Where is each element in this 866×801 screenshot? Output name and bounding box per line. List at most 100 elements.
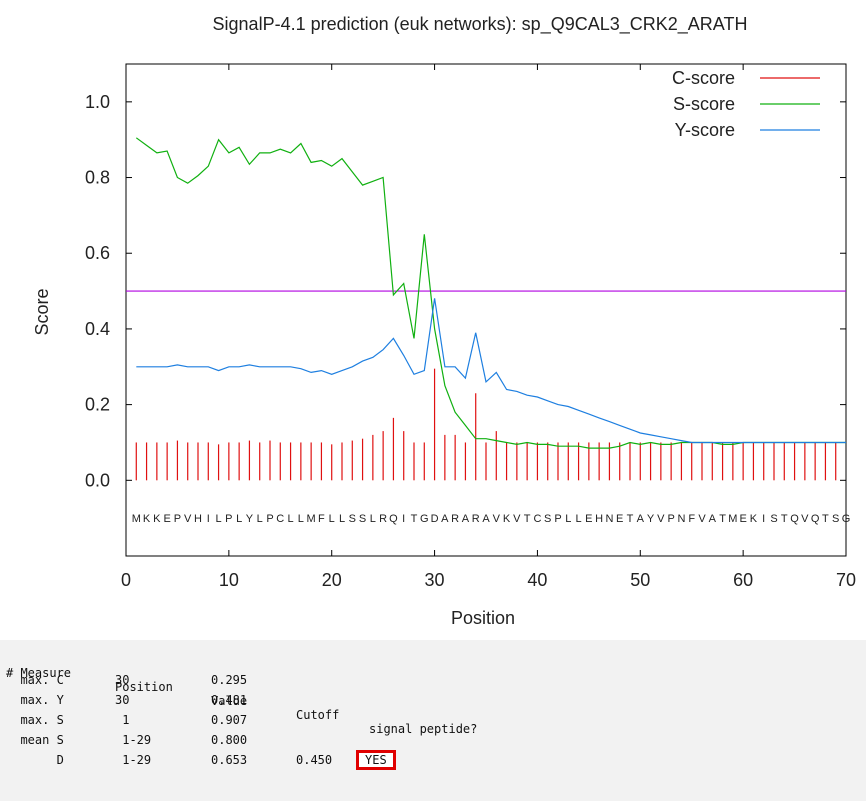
cell-position: 1 [115, 713, 130, 727]
sequence-letter: L [576, 513, 582, 525]
signalp-plot: SignalP-4.1 prediction (euk networks): s… [32, 14, 856, 628]
sequence-letter: L [298, 513, 304, 525]
x-axis-label: Position [451, 608, 515, 628]
sequence-letter: C [533, 513, 541, 525]
sequence-letter: M [307, 513, 316, 525]
sequence-letter: I [207, 513, 210, 525]
sequence-letter: L [329, 513, 335, 525]
s-score-line [135, 137, 846, 449]
cell-position: 30 [115, 673, 130, 687]
results-header: # Measure Position Value Cutoff signal p… [6, 652, 477, 736]
sequence-letter: S [770, 513, 777, 525]
cell-cutoff: 0.450 [296, 753, 333, 767]
x-tick-label: 30 [425, 570, 445, 590]
sequence-letter: P [225, 513, 232, 525]
sequence-letter: Q [389, 513, 398, 525]
header-cutoff: Cutoff [296, 708, 340, 722]
sequence-letter: L [236, 513, 242, 525]
y-tick-label: 0.4 [85, 319, 110, 339]
sequence-letter: Q [811, 513, 820, 525]
x-tick-label: 70 [836, 570, 856, 590]
cell-measure: max. S [6, 713, 64, 727]
sequence-letter: T [781, 513, 788, 525]
cell-measure: max. Y [6, 693, 64, 707]
sequence-letter: P [174, 513, 181, 525]
sequence-letter: R [451, 513, 459, 525]
sequence-letter: M [728, 513, 737, 525]
sequence-letter: D [431, 513, 439, 525]
sequence-letter: P [554, 513, 561, 525]
sequence-letter: N [605, 513, 613, 525]
sequence-letter: S [544, 513, 551, 525]
chart-svg: SignalP-4.1 prediction (euk networks): s… [32, 14, 856, 628]
sequence-letter: E [739, 513, 746, 525]
sequence-letter: L [339, 513, 345, 525]
sequence-letter: T [411, 513, 418, 525]
sequence-letter: E [163, 513, 170, 525]
sequence-letter: L [565, 513, 571, 525]
sequence-letter: A [462, 513, 470, 525]
signal-peptide-result: YES [356, 750, 396, 770]
sequence-letter: E [616, 513, 623, 525]
sequence-letter: S [832, 513, 839, 525]
sequence-letter: Y [647, 513, 655, 525]
sequence-letter: A [441, 513, 449, 525]
cell-position: 30 [115, 693, 130, 707]
sequence-letter: K [750, 513, 758, 525]
y-tick-label: 0.6 [85, 243, 110, 263]
sequence-letter: V [657, 513, 665, 525]
header-signal: signal peptide? [369, 722, 478, 736]
chart-title: SignalP-4.1 prediction (euk networks): s… [213, 14, 748, 35]
header-measure: # Measure [6, 666, 72, 680]
sequence-letter: A [482, 513, 490, 525]
sequence-letter: R [379, 513, 387, 525]
sequence-letter: S [349, 513, 356, 525]
x-tick-label: 20 [322, 570, 342, 590]
sequence-letter: L [257, 513, 263, 525]
plot-frame [125, 63, 847, 557]
sequence-letter: I [762, 513, 765, 525]
cell-value: 0.907 [211, 713, 248, 727]
sequence-letter: H [595, 513, 603, 525]
sequence-letter: K [153, 513, 161, 525]
sequence-letter: G [420, 513, 429, 525]
cell-value: 0.800 [211, 733, 248, 747]
sequence-letter: R [472, 513, 480, 525]
axis-ticks: 0 10 20 30 40 50 60 70 0.0 0.2 0.4 0.6 0.8 1.0 [85, 64, 856, 590]
x-tick-label: 60 [733, 570, 753, 590]
cell-measure: mean S [6, 733, 64, 747]
sequence-letter: V [513, 513, 521, 525]
cell-position: 1-29 [115, 753, 152, 767]
sequence-letter: F [688, 513, 695, 525]
y-tick-label: 0.2 [85, 395, 110, 415]
sequence-letter: N [677, 513, 685, 525]
cell-measure: max. C [6, 673, 64, 687]
sequence-letter: Q [790, 513, 799, 525]
sequence-letter: T [524, 513, 531, 525]
x-tick-label: 10 [219, 570, 239, 590]
cell-position: 1-29 [115, 733, 152, 747]
sequence-letter: P [667, 513, 674, 525]
sequence-letter: G [842, 513, 851, 525]
score-lines [135, 137, 846, 449]
y-tick-label: 0.8 [85, 168, 110, 188]
c-score-sticks [135, 368, 837, 481]
sequence-letter: E [585, 513, 592, 525]
sequence-letter: L [288, 513, 294, 525]
cell-measure: D [6, 753, 64, 767]
results-table: # Measure Position Value Cutoff signal p… [0, 640, 866, 801]
y-axis-label: Score [32, 288, 52, 335]
sequence-letter: H [194, 513, 202, 525]
sequence-letter: Y [246, 513, 254, 525]
legend: C-score S-score Y-score [672, 68, 820, 140]
sequence-letter: A [637, 513, 645, 525]
sequence-letter: K [143, 513, 151, 525]
sequence-letter: T [822, 513, 829, 525]
sequence-letter: S [359, 513, 366, 525]
sequence-letter: K [503, 513, 511, 525]
y-score-line [136, 298, 846, 444]
sequence-letter: L [216, 513, 222, 525]
sequence-letter: A [709, 513, 717, 525]
sequence-letter: I [402, 513, 405, 525]
y-tick-label: 1.0 [85, 92, 110, 112]
